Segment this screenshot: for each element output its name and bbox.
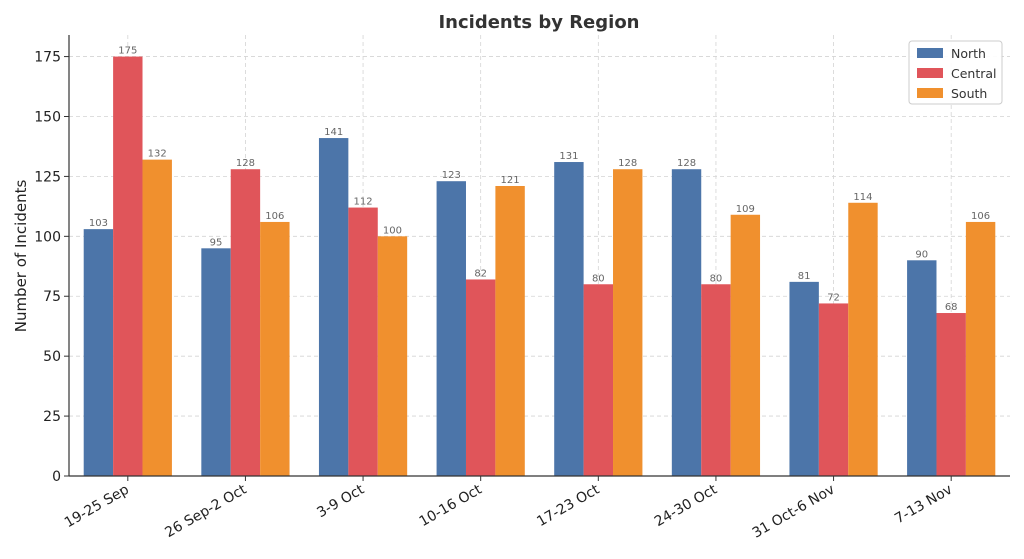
bar-central [936, 313, 966, 476]
data-label: 131 [559, 151, 578, 162]
data-label: 128 [618, 158, 637, 169]
x-tick-label: 24-30 Oct [652, 481, 720, 530]
legend-swatch-north [917, 48, 943, 58]
bar-north [201, 248, 231, 476]
bar-south [377, 236, 408, 476]
bar-north [318, 138, 349, 476]
data-label: 106 [971, 211, 990, 222]
data-label: 106 [265, 211, 284, 222]
bar-central [465, 279, 496, 476]
bar-central [230, 169, 261, 476]
x-tick-label: 7-13 Nov [892, 482, 955, 528]
bar-south [965, 221, 996, 476]
data-label: 112 [354, 197, 373, 208]
data-label: 132 [148, 149, 167, 160]
legend-label-north: North [951, 46, 986, 61]
x-tick-label: 31 Oct-6 Nov [750, 482, 838, 542]
bar-south [495, 185, 525, 476]
bar-south [848, 202, 878, 477]
data-label: 109 [736, 204, 755, 215]
data-label: 95 [210, 237, 223, 248]
data-label: 90 [915, 249, 928, 260]
data-label: 123 [442, 170, 461, 181]
bar-north [83, 229, 114, 476]
bar-north [789, 281, 819, 476]
data-label: 128 [677, 158, 696, 169]
bar-north [671, 169, 702, 476]
bar-south [142, 159, 172, 476]
bar-south [260, 221, 290, 476]
bar-central [113, 56, 143, 477]
y-tick-label: 25 [43, 409, 61, 425]
legend-label-south: South [951, 86, 987, 101]
bar-central [818, 303, 849, 476]
bar-north [554, 162, 584, 477]
bar-south [613, 169, 643, 476]
data-label: 82 [474, 268, 487, 279]
data-label: 114 [853, 192, 872, 203]
x-tick-label: 26 Sep-2 Oct [162, 481, 249, 541]
data-label: 128 [236, 158, 255, 169]
data-label: 100 [383, 225, 402, 236]
data-label: 121 [501, 175, 520, 186]
legend: North Central South [908, 40, 1003, 105]
x-tick-label: 10-16 Oct [417, 481, 485, 530]
x-tick-label: 19-25 Sep [62, 482, 132, 532]
data-label: 80 [592, 273, 605, 284]
y-tick-label: 125 [34, 169, 61, 185]
bar-central [701, 284, 731, 476]
legend-label-central: Central [951, 66, 997, 81]
x-tick-label: 3-9 Oct [314, 481, 367, 521]
bar-north [907, 260, 937, 476]
legend-swatch-south [917, 88, 943, 98]
y-tick-label: 0 [52, 469, 61, 485]
data-label: 103 [89, 218, 108, 229]
y-tick-labels: 0 25 50 75 100 125 150 175 [34, 50, 61, 485]
x-tick-labels: 19-25 Sep 26 Sep-2 Oct 3-9 Oct 10-16 Oct 17-… [62, 481, 955, 541]
legend-swatch-central [917, 68, 943, 78]
y-tick-label: 175 [34, 50, 61, 66]
bar-south [730, 214, 761, 476]
y-tick-label: 150 [34, 109, 61, 125]
data-label: 72 [827, 292, 840, 303]
data-label: 81 [798, 271, 811, 282]
bar-central [583, 284, 614, 476]
x-tick-label: 17-23 Oct [534, 481, 602, 530]
data-label: 80 [710, 273, 723, 284]
bar-central [348, 207, 378, 476]
bar-north [436, 181, 466, 476]
y-tick-label: 75 [43, 289, 61, 305]
data-label: 175 [118, 46, 137, 57]
bars [83, 56, 996, 477]
y-axis-label: Number of Incidents [12, 180, 30, 333]
y-tick-label: 100 [34, 229, 61, 245]
data-label: 141 [324, 127, 343, 138]
data-labels: 103 175 132 95 128 106 141 112 100 123 82 121 131 80 1… [89, 46, 990, 313]
data-label: 68 [945, 302, 958, 313]
axes [64, 35, 1010, 481]
y-tick-label: 50 [43, 349, 61, 365]
chart-title: Incidents by Region [438, 12, 639, 33]
